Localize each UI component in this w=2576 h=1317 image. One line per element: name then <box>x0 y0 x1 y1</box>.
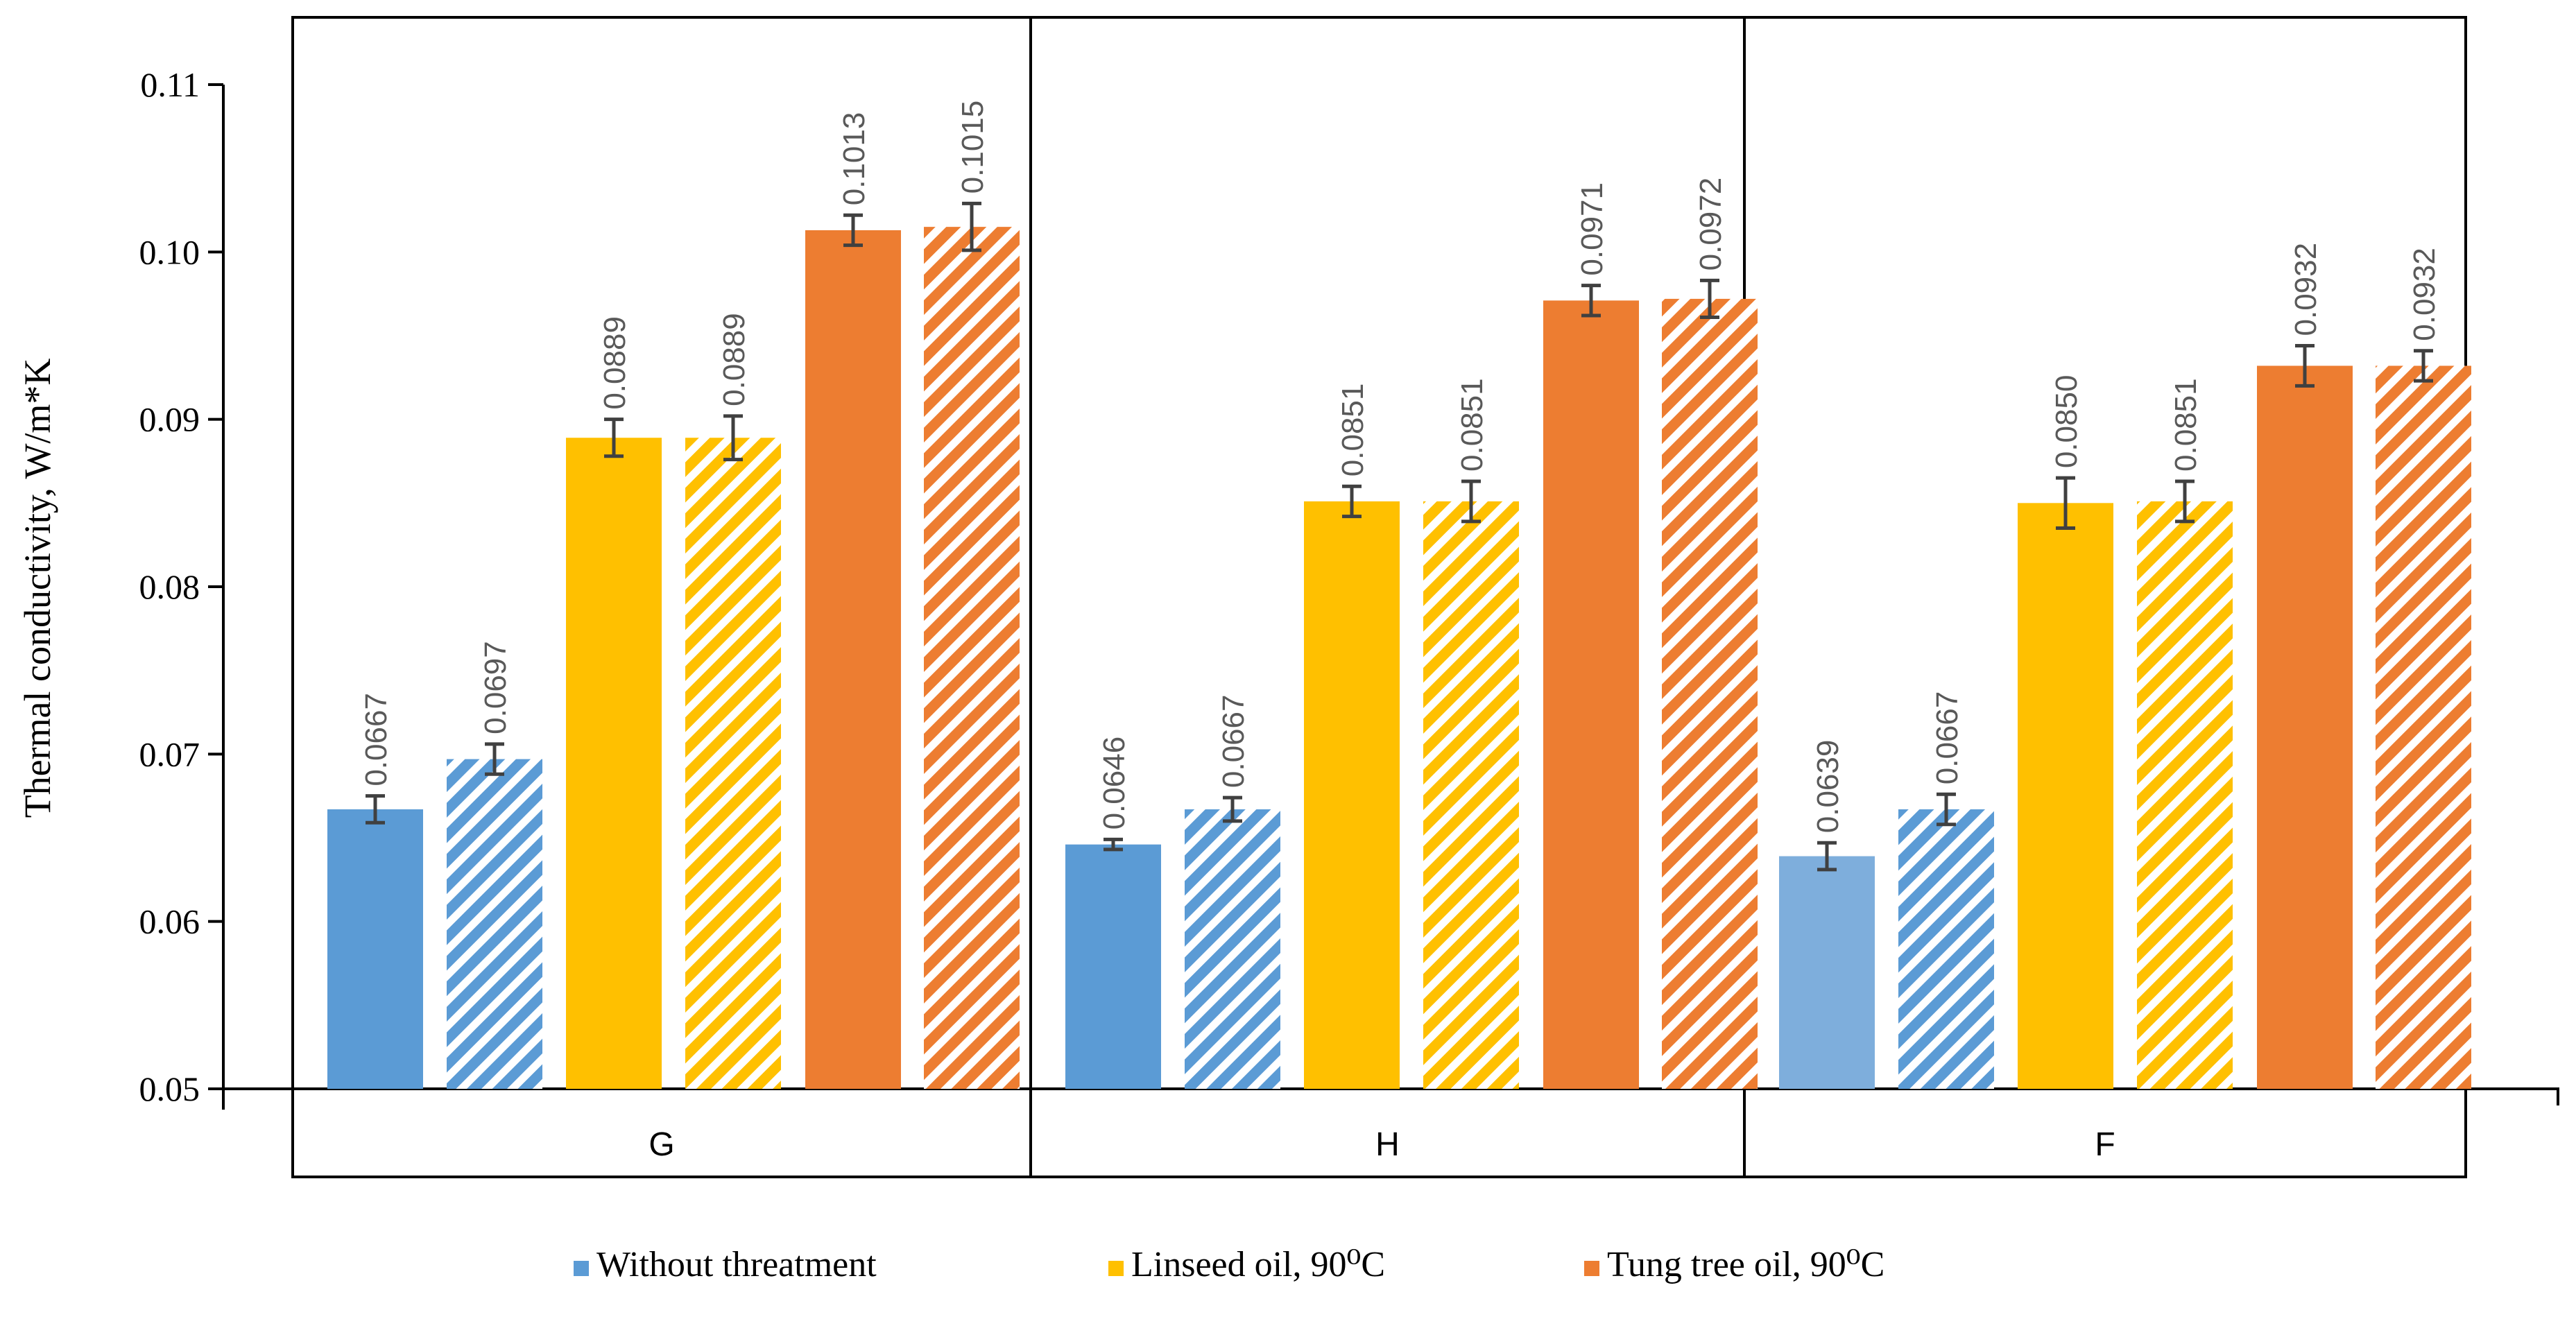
data-label-h-without-threatment-hatched: 0.0667 <box>1217 695 1251 789</box>
data-label-f-linseed-oil-c: 0.0850 <box>2050 375 2084 469</box>
legend-label-tung-tree-oil: Tung tree oil, 90⁰C <box>1607 1245 1884 1284</box>
data-label-g-without-threatment-hatched: 0.0697 <box>479 641 513 734</box>
bar-h-linseed-oil-c <box>1304 501 1400 1089</box>
error-bars <box>366 201 2433 872</box>
bar-h-linseed-oil-c-hatched <box>1423 501 1519 1089</box>
y-tick-label: 0.09 <box>139 400 200 439</box>
data-label-h-tung-tree-oil-c-hatched: 0.0972 <box>1694 178 1728 271</box>
bar-h-tung-tree-oil-c-hatched <box>1662 298 1758 1089</box>
category-label-h: H <box>1375 1126 1400 1163</box>
data-label-h-linseed-oil-c: 0.0851 <box>1336 384 1370 477</box>
bar-g-without-threatment-hatched <box>447 759 542 1089</box>
legend-swatch-without-threatment <box>574 1261 589 1276</box>
data-label-f-without-threatment: 0.0639 <box>1811 740 1845 834</box>
bar-f-tung-tree-oil-c-hatched <box>2376 365 2471 1090</box>
data-label-g-tung-tree-oil-c-hatched: 0.1015 <box>956 101 990 194</box>
data-label-h-tung-tree-oil-c: 0.0971 <box>1575 182 1609 276</box>
data-label-g-linseed-oil-c: 0.0889 <box>598 316 632 410</box>
data-label-f-tung-tree-oil-c-hatched: 0.0932 <box>2407 248 2441 341</box>
category-label-f: F <box>2095 1126 2115 1163</box>
bar-g-without-threatment <box>327 809 423 1089</box>
y-tick-label: 0.10 <box>139 232 200 271</box>
y-axis-title: Thermal conductivity, W/m*K <box>17 359 58 818</box>
bar-f-without-threatment <box>1779 856 1875 1089</box>
bar-f-without-threatment-hatched <box>1898 809 1994 1089</box>
legend-swatch-tung-tree-oil <box>1584 1261 1599 1276</box>
data-label-h-linseed-oil-c-hatched: 0.0851 <box>1455 378 1489 472</box>
y-tick-label: 0.07 <box>139 734 200 773</box>
data-labels: 0.0667 0.0697 0.0889 0.0889 0.1013 0.1015 0.06… <box>359 101 2441 833</box>
bar-h-without-threatment-hatched <box>1185 809 1280 1089</box>
bar-f-linseed-oil-c-hatched <box>2137 501 2233 1089</box>
y-tick-label: 0.05 <box>139 1069 200 1108</box>
data-label-g-tung-tree-oil-c: 0.1013 <box>837 112 871 206</box>
bar-g-linseed-oil-c-hatched <box>685 438 781 1089</box>
bar-g-tung-tree-oil-c <box>805 230 901 1090</box>
legend-label-linseed-oil: Linseed oil, 90⁰C <box>1131 1245 1385 1284</box>
data-label-h-without-threatment: 0.0646 <box>1097 737 1131 830</box>
data-label-g-linseed-oil-c-hatched: 0.0889 <box>717 313 751 406</box>
data-label-f-tung-tree-oil-c: 0.0932 <box>2289 243 2323 336</box>
data-label-f-linseed-oil-c-hatched: 0.0851 <box>2169 378 2203 472</box>
legend-swatch-linseed-oil <box>1108 1261 1124 1276</box>
data-label-f-without-threatment-hatched: 0.0667 <box>1930 691 1964 785</box>
bar-f-tung-tree-oil-c <box>2257 365 2353 1090</box>
data-label-g-without-threatment: 0.0667 <box>359 693 393 786</box>
y-tick-label: 0.06 <box>139 902 200 941</box>
y-tick-label: 0.11 <box>140 65 200 104</box>
legend-label-without-threatment: Without threatment <box>596 1245 877 1284</box>
bar-g-tung-tree-oil-c-hatched <box>924 227 1020 1090</box>
y-tick-label: 0.08 <box>139 567 200 606</box>
bar-h-without-threatment <box>1065 844 1161 1089</box>
bar-g-linseed-oil-c <box>566 438 662 1089</box>
legend: Without threatment Linseed oil, 90⁰C Tun… <box>574 1245 1884 1284</box>
bars <box>327 227 2471 1090</box>
category-label-g: G <box>649 1126 674 1163</box>
bar-f-linseed-oil-c <box>2018 503 2113 1089</box>
bar-h-tung-tree-oil-c <box>1543 300 1639 1089</box>
